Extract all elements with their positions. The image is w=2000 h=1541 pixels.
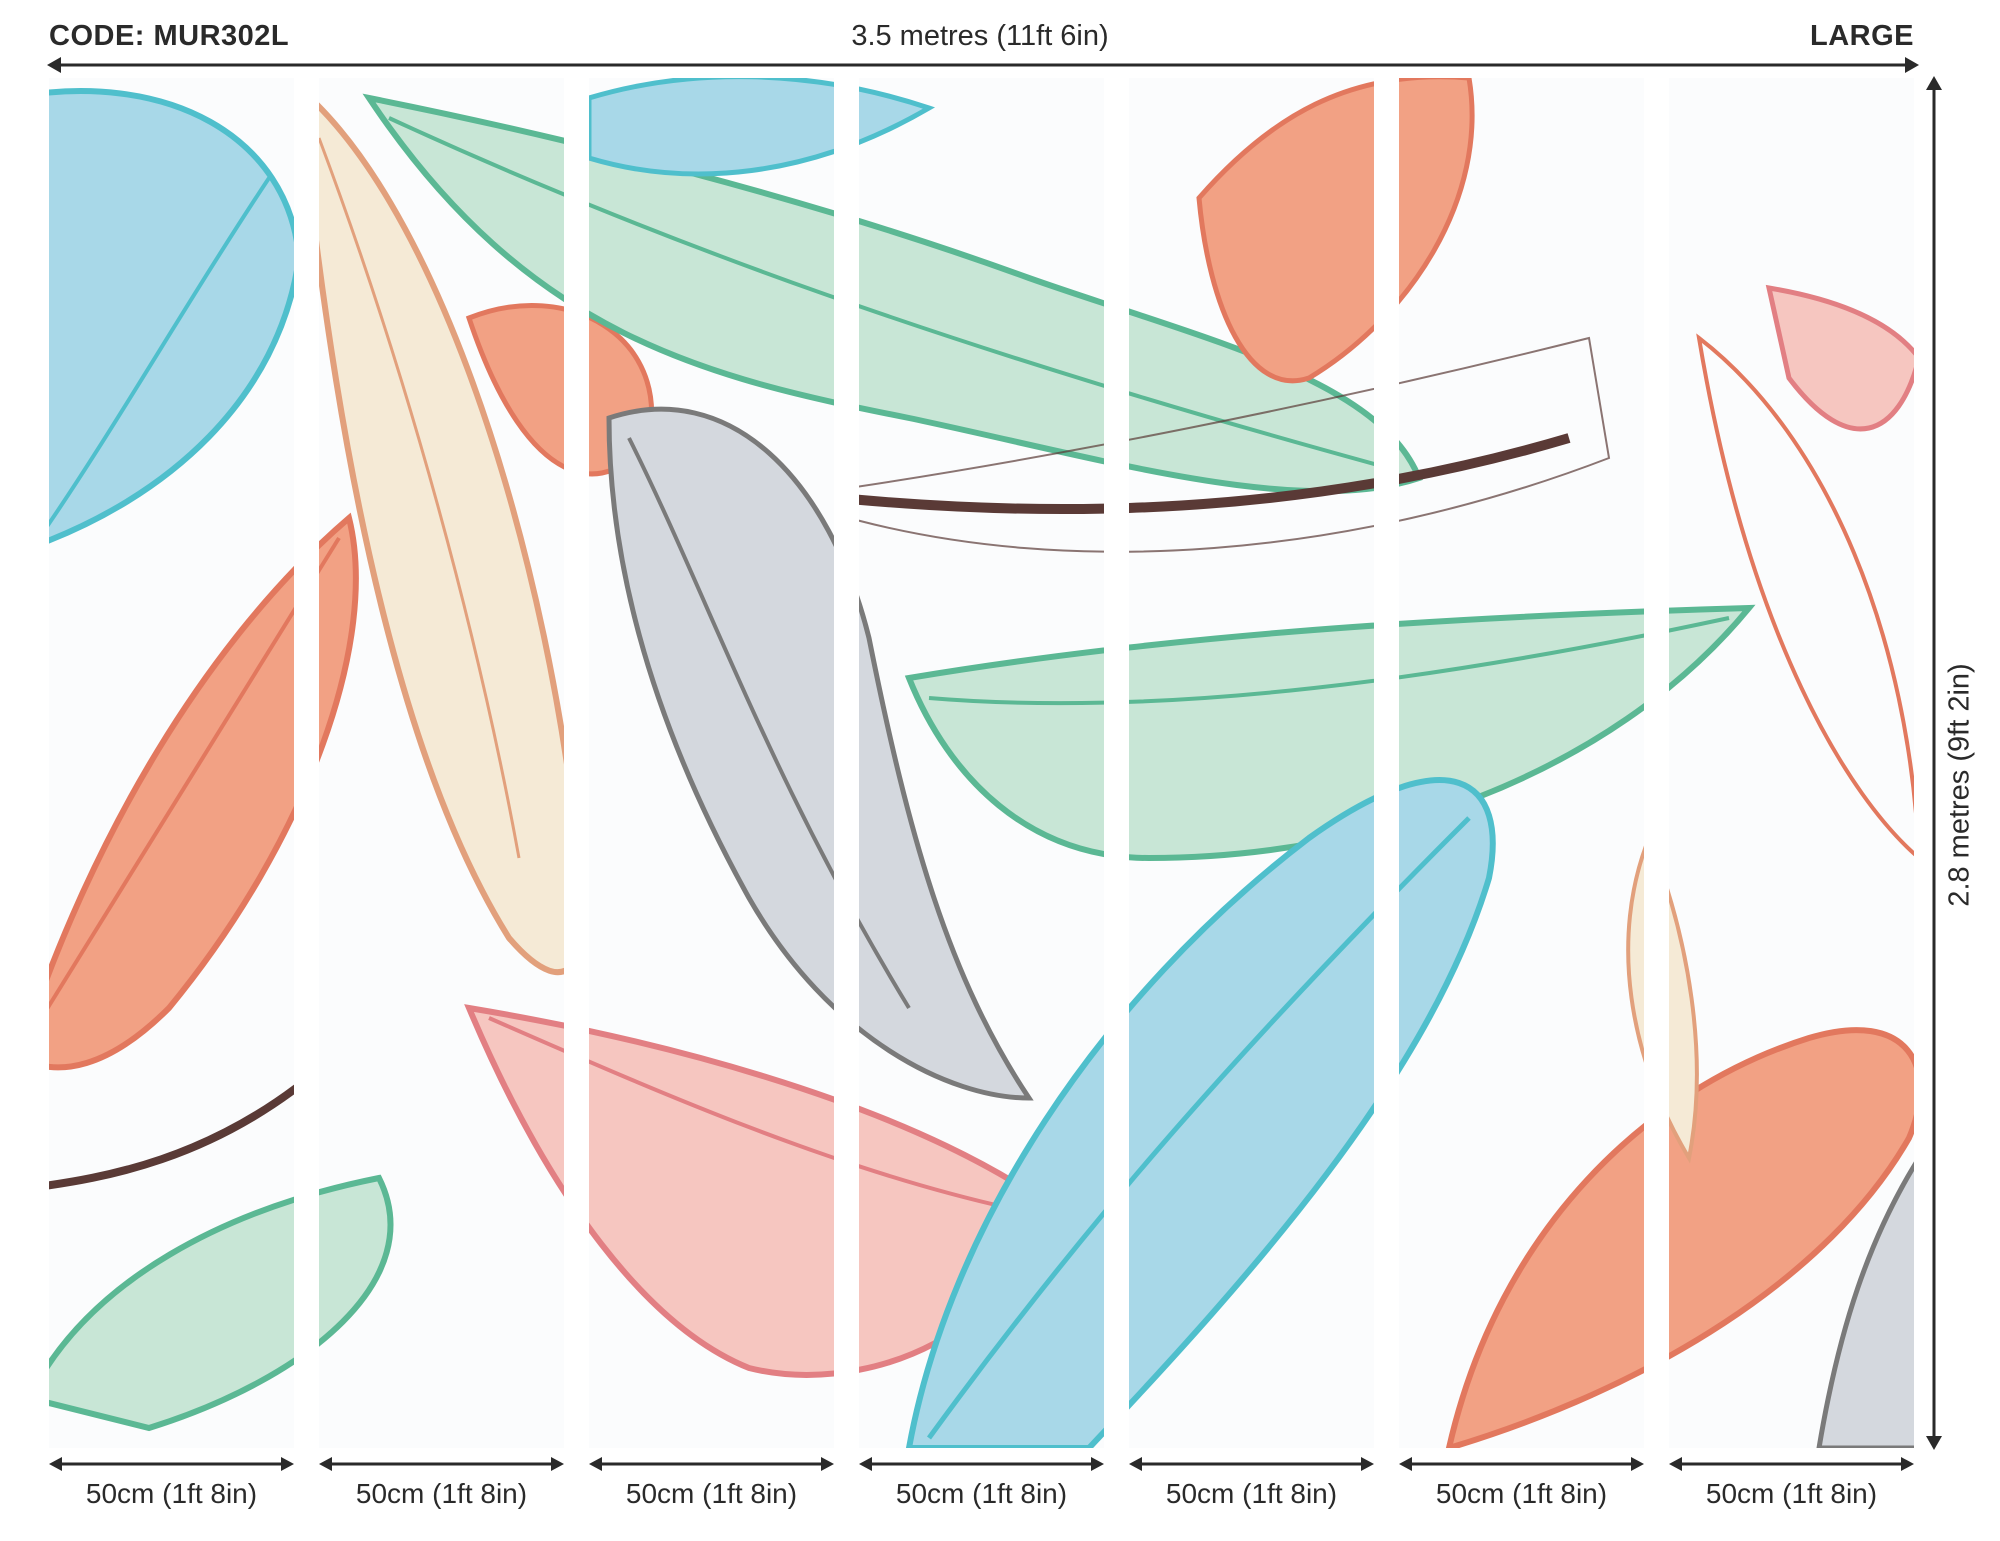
total-width-label: 3.5 metres (11ft 6in) <box>851 20 1109 52</box>
panel-width-label-2: 50cm (1ft 8in) <box>355 1478 528 1509</box>
mural-panel-1 <box>49 78 294 1448</box>
total-width-arrow <box>47 57 1919 73</box>
panel-width-arrow-4 <box>859 1457 1104 1471</box>
panel-width-label-6: 50cm (1ft 8in) <box>1435 1478 1608 1509</box>
total-height-label: 2.8 metres (9ft 2in) <box>1943 663 1976 907</box>
mural-panel-6 <box>1399 78 1644 1448</box>
mural-panel-2 <box>319 78 564 1448</box>
panel-width-label-7: 50cm (1ft 8in) <box>1705 1478 1878 1509</box>
panel-width-arrow-5 <box>1129 1457 1374 1471</box>
panel-width-arrow-7 <box>1669 1457 1914 1471</box>
total-height-arrow <box>1926 76 1942 1450</box>
product-code: CODE: MUR302L <box>49 20 290 52</box>
panel-width-arrow-2 <box>319 1457 564 1471</box>
mural-panel-5 <box>1129 78 1374 1448</box>
mural-panel-4 <box>859 78 1104 1448</box>
panel-width-label-5: 50cm (1ft 8in) <box>1165 1478 1338 1509</box>
size-label: LARGE <box>1810 20 1914 52</box>
panel-width-arrow-3 <box>589 1457 834 1471</box>
panel-width-label-4: 50cm (1ft 8in) <box>895 1478 1068 1509</box>
panel-width-label-3: 50cm (1ft 8in) <box>625 1478 798 1509</box>
mural-panels <box>49 78 1915 1448</box>
mural-panel-3 <box>589 78 834 1448</box>
panel-width-arrow-1 <box>49 1457 294 1471</box>
mural-panel-7 <box>1669 78 1914 1448</box>
panel-width-arrow-6 <box>1399 1457 1644 1471</box>
panel-width-label-1: 50cm (1ft 8in) <box>85 1478 258 1509</box>
